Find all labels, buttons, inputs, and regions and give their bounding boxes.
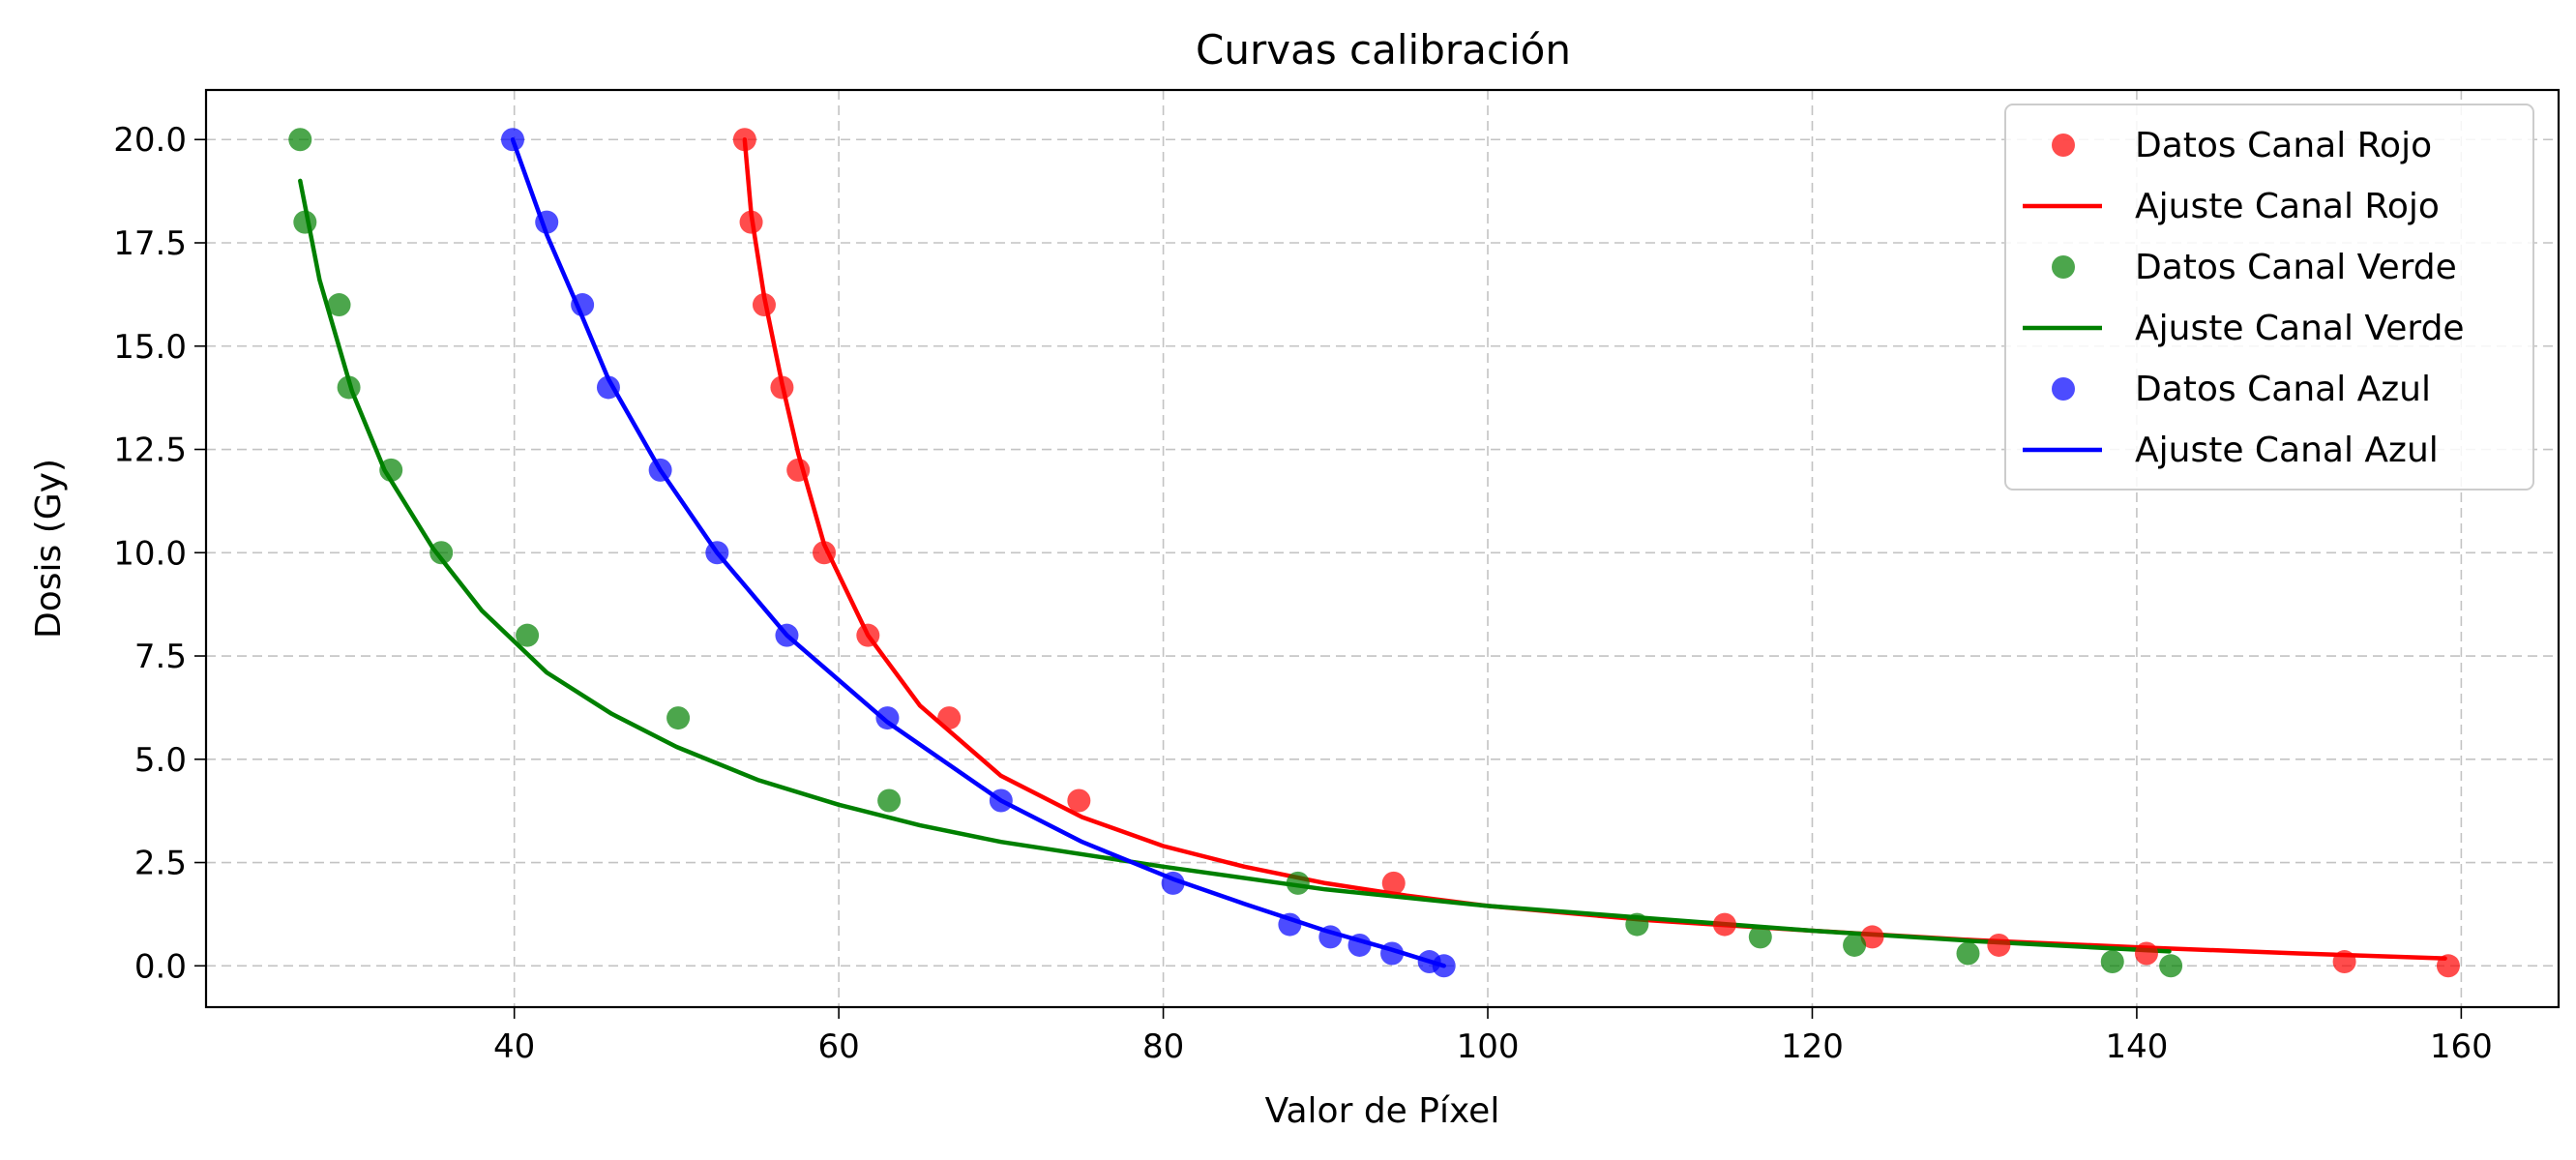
data-point xyxy=(2100,950,2124,974)
data-point xyxy=(786,458,811,482)
x-tick-label: 140 xyxy=(2105,1027,2168,1066)
grid-lines xyxy=(206,90,2559,1007)
legend-entry-label: Datos Canal Verde xyxy=(2135,248,2457,287)
data-point xyxy=(1278,912,1302,937)
data-point xyxy=(666,706,691,730)
y-tick-label: 15.0 xyxy=(113,328,187,367)
data-point xyxy=(705,541,729,565)
x-tick-label: 100 xyxy=(1457,1027,1520,1066)
data-point xyxy=(770,375,794,400)
data-point xyxy=(1161,871,1185,895)
legend-box xyxy=(2004,104,2534,491)
y-axis-ticks: 0.0 2.5 5.0 7.5 10.0 12.5 15.0 17.5 20.0 xyxy=(113,121,206,986)
data-point xyxy=(648,458,672,482)
data-point xyxy=(1843,933,1867,957)
data-point xyxy=(379,458,403,482)
data-point xyxy=(1381,871,1406,895)
y-tick-label: 5.0 xyxy=(134,741,187,780)
data-point xyxy=(516,623,540,647)
legend-entry-label: Ajuste Canal Rojo xyxy=(2135,187,2440,226)
x-tick-label: 40 xyxy=(493,1027,535,1066)
data-point xyxy=(1956,941,1980,966)
data-point xyxy=(571,293,595,317)
x-axis-ticks: 40 60 80 100 120 140 160 xyxy=(493,1007,2493,1066)
x-tick-label: 160 xyxy=(2430,1027,2493,1066)
data-point xyxy=(293,210,317,234)
y-tick-label: 2.5 xyxy=(134,845,187,883)
data-point xyxy=(535,210,559,234)
x-tick-label: 120 xyxy=(1781,1027,1844,1066)
data-point xyxy=(1712,912,1736,937)
data-point xyxy=(739,210,763,234)
data-point xyxy=(2436,954,2460,978)
plot-series xyxy=(288,128,2460,978)
data-point xyxy=(1347,933,1372,957)
y-tick-label: 17.5 xyxy=(113,224,187,263)
fit-line xyxy=(510,136,1446,968)
data-point xyxy=(327,293,351,317)
data-point xyxy=(732,128,756,152)
data-point xyxy=(596,375,620,400)
data-point xyxy=(500,128,524,152)
y-tick-label: 7.5 xyxy=(134,638,187,676)
data-point xyxy=(1318,925,1343,949)
chart-title: Curvas calibración xyxy=(1196,26,1571,74)
data-point xyxy=(937,706,962,730)
legend-entry-label: Datos Canal Rojo xyxy=(2135,126,2432,165)
legend-entry-label: Datos Canal Azul xyxy=(2135,370,2431,409)
data-point xyxy=(1432,954,1456,978)
legend-entry-label: Ajuste Canal Verde xyxy=(2135,309,2465,348)
data-point xyxy=(1987,933,2011,957)
y-tick-label: 10.0 xyxy=(113,534,187,573)
data-point xyxy=(775,623,799,647)
y-tick-label: 20.0 xyxy=(113,121,187,160)
data-point xyxy=(856,623,880,647)
plot-frame xyxy=(204,88,2561,1009)
x-tick-label: 60 xyxy=(817,1027,859,1066)
data-point xyxy=(2159,954,2183,978)
data-point xyxy=(875,706,900,730)
data-point xyxy=(813,541,837,565)
x-tick-label: 80 xyxy=(1142,1027,1184,1066)
legend-marker xyxy=(2052,255,2075,279)
data-point xyxy=(1625,912,1649,937)
legend-entry-label: Ajuste Canal Azul xyxy=(2135,431,2439,470)
data-point xyxy=(2134,941,2158,966)
y-tick-label: 12.5 xyxy=(113,431,187,470)
data-point xyxy=(989,788,1013,813)
legend-marker xyxy=(2052,134,2075,157)
legend: Datos Canal Rojo Ajuste Canal Rojo Datos C… xyxy=(2004,104,2534,491)
data-point xyxy=(1380,941,1405,966)
data-point xyxy=(337,375,361,400)
data-point xyxy=(288,128,312,152)
data-point xyxy=(429,541,454,565)
x-axis-label: Valor de Píxel xyxy=(1265,1091,1500,1131)
data-point xyxy=(877,788,902,813)
y-tick-label: 0.0 xyxy=(134,947,187,986)
data-point xyxy=(752,293,776,317)
data-point xyxy=(1860,925,1884,949)
y-axis-label: Dosis (Gy) xyxy=(29,459,69,639)
data-point xyxy=(1286,871,1310,895)
data-point xyxy=(1748,925,1772,949)
legend-marker xyxy=(2052,377,2075,401)
fit-line xyxy=(298,178,2172,954)
data-point xyxy=(2332,950,2356,974)
data-point xyxy=(1067,788,1091,813)
